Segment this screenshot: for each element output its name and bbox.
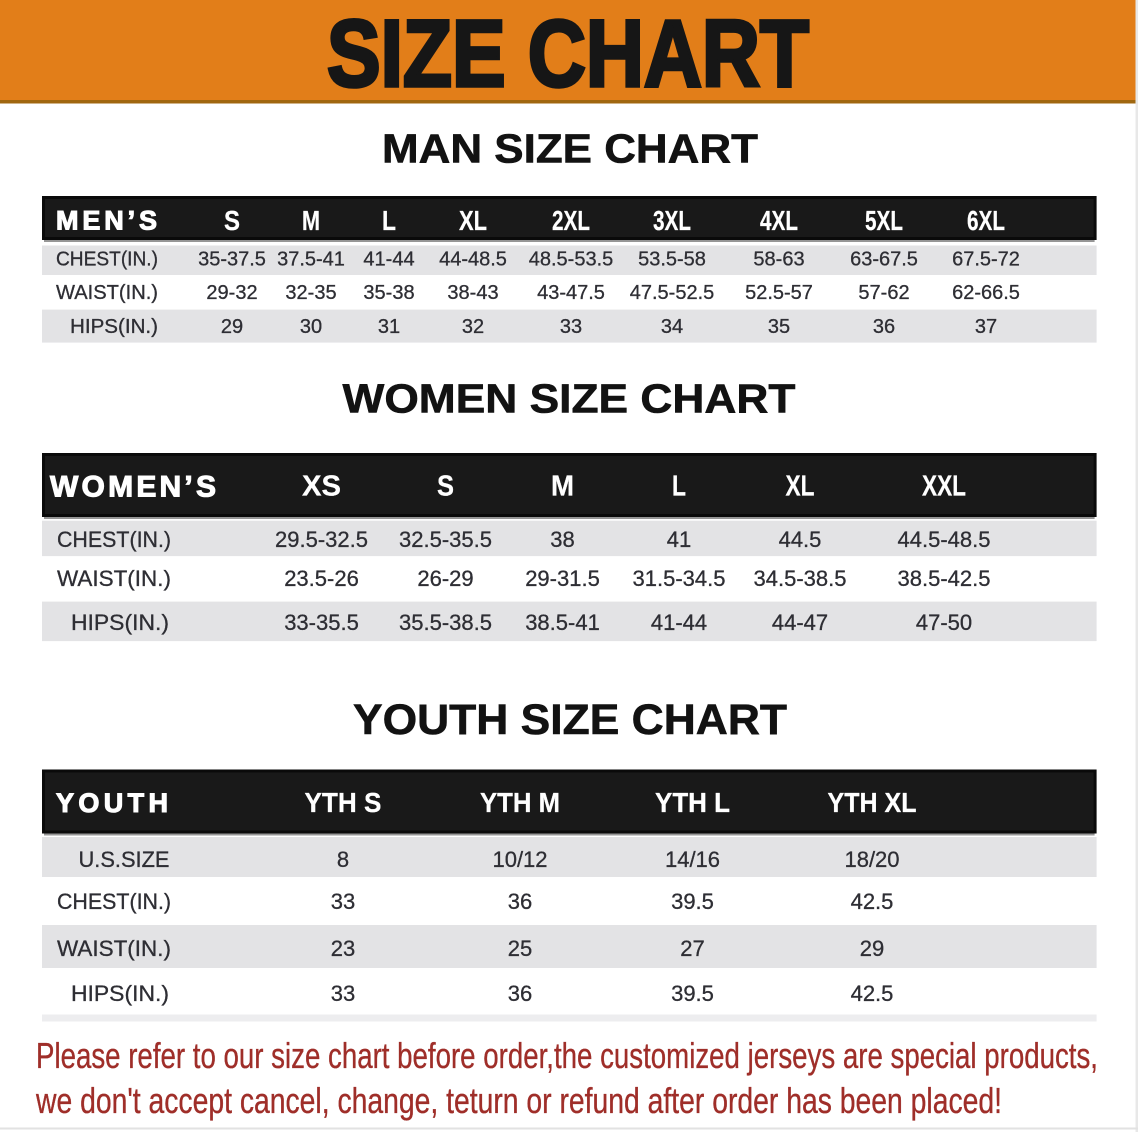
svg-text:MEN’S: MEN’S — [56, 206, 157, 236]
svg-text:25: 25 — [508, 936, 532, 961]
svg-text:35-37.5: 35-37.5 — [198, 249, 266, 271]
svg-text:26-29: 26-29 — [417, 566, 473, 591]
svg-text:32: 32 — [462, 316, 484, 338]
svg-text:62-66.5: 62-66.5 — [952, 282, 1020, 304]
svg-text:M: M — [302, 205, 320, 236]
svg-text:38: 38 — [550, 527, 574, 552]
svg-text:CHEST(IN.): CHEST(IN.) — [57, 527, 171, 552]
svg-text:41-44: 41-44 — [651, 610, 707, 635]
svg-text:38-43: 38-43 — [447, 282, 498, 304]
svg-text:10/12: 10/12 — [492, 847, 547, 872]
svg-text:44-47: 44-47 — [772, 610, 828, 635]
svg-text:5XL: 5XL — [865, 205, 903, 236]
svg-text:CHEST(IN.): CHEST(IN.) — [57, 889, 171, 914]
svg-text:23.5-26: 23.5-26 — [284, 566, 359, 591]
svg-text:41: 41 — [667, 527, 691, 552]
svg-text:XS: XS — [302, 471, 341, 503]
svg-text:48.5-53.5: 48.5-53.5 — [529, 249, 614, 271]
svg-text:WOMEN’S: WOMEN’S — [50, 471, 216, 504]
svg-text:34: 34 — [661, 316, 683, 338]
svg-text:42.5: 42.5 — [851, 981, 894, 1006]
svg-text:YTH S: YTH S — [305, 787, 382, 818]
svg-text:29: 29 — [860, 936, 884, 961]
svg-text:18/20: 18/20 — [844, 847, 899, 872]
svg-text:4XL: 4XL — [760, 205, 798, 236]
svg-text:41-44: 41-44 — [363, 249, 414, 271]
svg-text:43-47.5: 43-47.5 — [537, 282, 605, 304]
svg-text:38.5-42.5: 38.5-42.5 — [898, 566, 991, 591]
svg-text:YTH XL: YTH XL — [828, 787, 917, 818]
svg-text:WAIST(IN.): WAIST(IN.) — [57, 936, 171, 961]
svg-text:8: 8 — [337, 847, 349, 872]
svg-text:31.5-34.5: 31.5-34.5 — [633, 566, 726, 591]
svg-text:63-67.5: 63-67.5 — [850, 249, 918, 271]
svg-text:29-32: 29-32 — [206, 282, 257, 304]
svg-text:39.5: 39.5 — [671, 889, 714, 914]
svg-text:44.5: 44.5 — [779, 527, 822, 552]
svg-text:YOUTH: YOUTH — [56, 788, 168, 818]
svg-text:Please refer to our size chart: Please refer to our size chart before or… — [36, 1035, 1098, 1076]
svg-text:37.5-41: 37.5-41 — [277, 249, 345, 271]
svg-text:34.5-38.5: 34.5-38.5 — [754, 566, 847, 591]
svg-text:S: S — [224, 205, 240, 236]
svg-text:XL: XL — [459, 205, 487, 236]
svg-text:36: 36 — [508, 889, 532, 914]
svg-text:HIPS(IN.): HIPS(IN.) — [71, 981, 169, 1006]
svg-text:58-63: 58-63 — [753, 249, 804, 271]
svg-text:44-48.5: 44-48.5 — [439, 249, 507, 271]
svg-text:27: 27 — [680, 936, 704, 961]
svg-text:MAN SIZE CHART: MAN SIZE CHART — [382, 125, 758, 171]
svg-text:3XL: 3XL — [653, 205, 691, 236]
svg-text:44.5-48.5: 44.5-48.5 — [898, 527, 991, 552]
svg-text:CHEST(IN.): CHEST(IN.) — [56, 249, 158, 271]
svg-text:53.5-58: 53.5-58 — [638, 249, 706, 271]
svg-text:SIZE CHART: SIZE CHART — [327, 1, 809, 107]
svg-text:33: 33 — [331, 981, 355, 1006]
svg-text:32-35: 32-35 — [285, 282, 336, 304]
svg-text:29.5-32.5: 29.5-32.5 — [275, 527, 368, 552]
svg-text:57-62: 57-62 — [858, 282, 909, 304]
svg-text:35-38: 35-38 — [363, 282, 414, 304]
svg-text:U.S.SIZE: U.S.SIZE — [79, 847, 170, 872]
svg-text:XL: XL — [786, 471, 815, 503]
svg-text:36: 36 — [873, 316, 895, 338]
svg-text:M: M — [551, 471, 574, 503]
svg-text:37: 37 — [975, 316, 997, 338]
svg-text:S: S — [437, 471, 454, 503]
svg-text:6XL: 6XL — [967, 205, 1005, 236]
svg-text:L: L — [672, 471, 686, 503]
svg-text:HIPS(IN.): HIPS(IN.) — [70, 316, 158, 338]
svg-text:YTH L: YTH L — [655, 787, 730, 818]
svg-text:29-31.5: 29-31.5 — [525, 566, 600, 591]
svg-text:52.5-57: 52.5-57 — [745, 282, 813, 304]
svg-text:HIPS(IN.): HIPS(IN.) — [71, 610, 169, 635]
svg-text:14/16: 14/16 — [665, 847, 720, 872]
svg-text:39.5: 39.5 — [671, 981, 714, 1006]
svg-text:WOMEN SIZE CHART: WOMEN SIZE CHART — [343, 376, 796, 422]
svg-text:YTH M: YTH M — [480, 787, 560, 818]
svg-text:33: 33 — [560, 316, 582, 338]
svg-text:36: 36 — [508, 981, 532, 1006]
svg-text:30: 30 — [300, 316, 322, 338]
svg-text:35: 35 — [768, 316, 790, 338]
svg-text:YOUTH SIZE CHART: YOUTH SIZE CHART — [353, 696, 787, 744]
svg-text:33: 33 — [331, 889, 355, 914]
svg-text:35.5-38.5: 35.5-38.5 — [399, 610, 492, 635]
svg-text:WAIST(IN.): WAIST(IN.) — [57, 566, 171, 591]
svg-text:47.5-52.5: 47.5-52.5 — [630, 282, 715, 304]
svg-text:33-35.5: 33-35.5 — [284, 610, 359, 635]
svg-text:67.5-72: 67.5-72 — [952, 249, 1020, 271]
svg-text:31: 31 — [378, 316, 400, 338]
svg-text:32.5-35.5: 32.5-35.5 — [399, 527, 492, 552]
svg-text:WAIST(IN.): WAIST(IN.) — [56, 282, 158, 304]
svg-text:38.5-41: 38.5-41 — [525, 610, 600, 635]
svg-text:29: 29 — [221, 316, 243, 338]
svg-text:47-50: 47-50 — [916, 610, 972, 635]
svg-text:2XL: 2XL — [552, 205, 590, 236]
svg-text:we don't accept cancel, change: we don't accept cancel, change, teturn o… — [35, 1080, 1002, 1121]
svg-text:XXL: XXL — [922, 471, 966, 503]
svg-text:L: L — [382, 205, 396, 236]
svg-text:23: 23 — [331, 936, 355, 961]
svg-text:42.5: 42.5 — [851, 889, 894, 914]
